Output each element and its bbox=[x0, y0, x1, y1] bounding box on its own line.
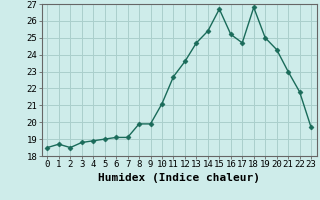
X-axis label: Humidex (Indice chaleur): Humidex (Indice chaleur) bbox=[98, 173, 260, 183]
